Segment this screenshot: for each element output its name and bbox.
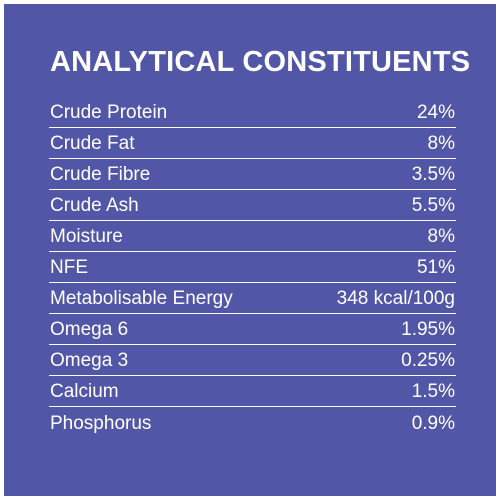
row-label: NFE: [50, 257, 88, 278]
table-row-omega-6: Omega 6 1.95%: [49, 314, 456, 345]
row-value: 24%: [416, 102, 455, 123]
row-value: 51%: [416, 257, 455, 278]
row-value: 8%: [427, 226, 455, 247]
row-value: 348 kcal/100g: [336, 288, 455, 309]
table-row-crude-ash: Crude Ash 5.5%: [49, 190, 456, 221]
table-row-crude-protein: Crude Protein 24%: [49, 97, 456, 128]
table-row-phosphorus: Phosphorus 0.9%: [49, 407, 456, 438]
analytical-constituents-panel: ANALYTICAL CONSTITUENTS Crude Protein 24…: [4, 4, 496, 496]
table-row-nfe: NFE 51%: [49, 252, 456, 283]
row-label: Crude Ash: [50, 195, 139, 216]
constituents-table: Crude Protein 24% Crude Fat 8% Crude Fib…: [49, 97, 456, 438]
table-row-calcium: Calcium 1.5%: [49, 376, 456, 407]
row-label: Metabolisable Energy: [50, 288, 233, 309]
table-row-crude-fibre: Crude Fibre 3.5%: [49, 159, 456, 190]
row-value: 8%: [427, 133, 455, 154]
row-label: Omega 6: [50, 319, 129, 340]
table-row-omega-3: Omega 3 0.25%: [49, 345, 456, 376]
row-value: 3.5%: [411, 164, 455, 185]
row-value: 5.5%: [411, 195, 455, 216]
panel-title: ANALYTICAL CONSTITUENTS: [50, 46, 471, 78]
table-row-crude-fat: Crude Fat 8%: [49, 128, 456, 159]
row-label: Crude Fat: [50, 133, 135, 154]
row-value: 0.9%: [411, 413, 455, 434]
table-row-metabolisable-energy: Metabolisable Energy 348 kcal/100g: [49, 283, 456, 314]
row-label: Moisture: [50, 226, 123, 247]
row-label: Calcium: [50, 381, 119, 402]
row-value: 1.95%: [401, 319, 455, 340]
row-label: Crude Protein: [50, 102, 168, 123]
row-label: Crude Fibre: [50, 164, 151, 185]
row-label: Omega 3: [50, 350, 129, 371]
row-value: 0.25%: [401, 350, 455, 371]
row-value: 1.5%: [411, 381, 455, 402]
row-label: Phosphorus: [50, 413, 152, 434]
table-row-moisture: Moisture 8%: [49, 221, 456, 252]
